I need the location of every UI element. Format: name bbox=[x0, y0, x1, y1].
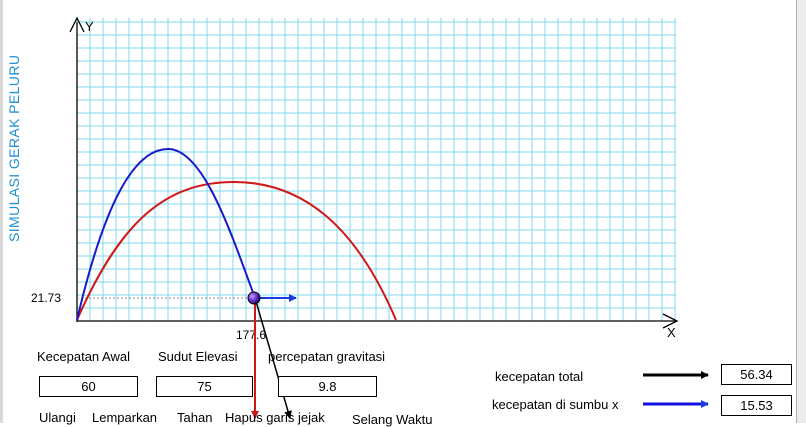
reset-button[interactable]: Ulangi bbox=[39, 410, 76, 425]
y-axis-arrowhead bbox=[69, 16, 85, 33]
y-axis-label: Y bbox=[85, 19, 94, 34]
plot-grid bbox=[76, 18, 676, 322]
total-velocity-value: 56.34 bbox=[721, 364, 792, 385]
total-velocity-vector bbox=[254, 297, 292, 419]
gravity-input[interactable]: 9.8 bbox=[278, 376, 377, 397]
velocity-x-label: kecepatan di sumbu x bbox=[492, 397, 619, 412]
time-interval-label: Selang Waktu bbox=[352, 412, 433, 427]
elevation-angle-label: Sudut Elevasi bbox=[158, 349, 238, 364]
initial-velocity-label: Kecepatan Awal bbox=[37, 349, 130, 364]
elevation-angle-input[interactable]: 75 bbox=[156, 376, 253, 397]
hold-button[interactable]: Tahan bbox=[177, 410, 213, 425]
velocity-x-value: 15.53 bbox=[721, 395, 792, 416]
launch-button[interactable]: Lemparkan bbox=[92, 410, 158, 425]
gravity-label: percepatan gravitasi bbox=[268, 349, 386, 364]
height-readout: 21.73 bbox=[31, 291, 61, 305]
projectile-ball[interactable] bbox=[247, 291, 261, 305]
clear-trace-button[interactable]: Hapus garis jejak bbox=[225, 410, 325, 425]
distance-readout: 177.6 bbox=[236, 328, 266, 342]
total-velocity-label: kecepatan total bbox=[495, 369, 584, 384]
vertical-scrollbar[interactable] bbox=[796, 0, 806, 423]
initial-velocity-input[interactable]: 60 bbox=[39, 376, 138, 397]
trajectory-blue bbox=[76, 147, 256, 321]
left-window-edge bbox=[0, 0, 3, 423]
x-axis-label: X bbox=[667, 325, 676, 340]
x-axis-arrowhead bbox=[662, 313, 679, 329]
trajectory-red bbox=[76, 180, 397, 321]
